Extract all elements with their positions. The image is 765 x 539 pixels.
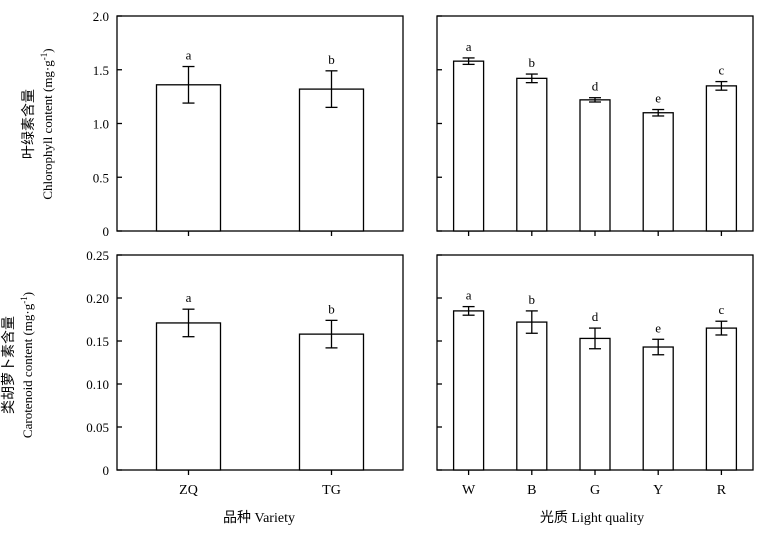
y-tick-label: 0.5 bbox=[93, 170, 109, 185]
chart-panel-top-right: a b d e c bbox=[436, 15, 754, 236]
significance-letter-G: d bbox=[592, 309, 599, 324]
x-tick-label-R: R bbox=[717, 483, 727, 498]
bar-Y bbox=[642, 346, 674, 471]
bar-TG bbox=[298, 333, 365, 471]
y-tick-label: 1.5 bbox=[93, 63, 109, 78]
x-tick-label-B: B bbox=[527, 483, 536, 498]
bar-B bbox=[516, 77, 548, 232]
y-tick-label: 0.20 bbox=[86, 291, 109, 306]
y-tick-label: 0 bbox=[103, 224, 110, 239]
significance-letter-TG: b bbox=[328, 52, 335, 67]
ylabel-top-en: Chlorophyll content (mg·g-1) bbox=[39, 48, 55, 199]
bar-R bbox=[705, 85, 738, 232]
significance-letter-R: c bbox=[719, 302, 725, 317]
significance-letter-TG: b bbox=[328, 301, 335, 316]
y-tick-label: 0.25 bbox=[86, 248, 109, 263]
panel-frame bbox=[116, 254, 404, 471]
significance-letter-W: a bbox=[466, 39, 472, 54]
significance-letter-ZQ: a bbox=[186, 48, 192, 63]
y-tick-label: 0.15 bbox=[86, 334, 109, 349]
xlabel-light-quality: 光质 Light quality bbox=[540, 510, 644, 526]
x-tick-label-G: G bbox=[590, 483, 600, 498]
y-tick-label: 1.0 bbox=[93, 117, 109, 132]
bar-G bbox=[579, 337, 611, 471]
significance-letter-R: c bbox=[719, 63, 725, 78]
y-tick-label: 2.0 bbox=[93, 9, 109, 24]
bar-TG bbox=[298, 88, 365, 232]
y-tick-label: 0 bbox=[103, 463, 110, 478]
bar-B bbox=[516, 321, 548, 471]
bar-R bbox=[705, 327, 738, 471]
y-tick-label: 0.05 bbox=[86, 420, 109, 435]
significance-letter-Y: e bbox=[655, 91, 661, 106]
significance-letter-Y: e bbox=[655, 320, 661, 335]
chart-panel-top-left: 0 0.5 1.0 1.5 2.0 a b bbox=[93, 9, 404, 239]
x-tick-label-Y: Y bbox=[653, 483, 663, 498]
significance-letter-B: b bbox=[529, 292, 536, 307]
significance-letter-G: d bbox=[592, 79, 599, 94]
xlabel-variety: 品种 Variety bbox=[223, 510, 295, 526]
chart-panel-bottom-left: 0 0.05 0.10 0.15 0.20 0.25 a ZQ b TG bbox=[86, 248, 404, 498]
bar-ZQ bbox=[155, 84, 222, 232]
significance-letter-ZQ: a bbox=[186, 290, 192, 305]
ylabel-bottom-en: Carotenoid content (mg·g-1) bbox=[19, 292, 35, 438]
chart-panel-bottom-right: a Wb Bd Ge Yc R bbox=[436, 254, 754, 498]
x-tick-label-ZQ: ZQ bbox=[179, 483, 198, 498]
bar-W bbox=[452, 60, 485, 232]
bar-ZQ bbox=[155, 322, 222, 471]
significance-letter-B: b bbox=[529, 55, 536, 70]
bar-Y bbox=[642, 112, 674, 232]
bar-G bbox=[579, 99, 611, 232]
bar-W bbox=[452, 310, 485, 471]
ylabel-bottom-cn: 类胡萝卜素含量 bbox=[1, 316, 17, 414]
y-tick-label: 0.10 bbox=[86, 377, 109, 392]
significance-letter-W: a bbox=[466, 288, 472, 303]
x-tick-label-W: W bbox=[462, 483, 476, 498]
x-tick-label-TG: TG bbox=[322, 483, 341, 498]
ylabel-top-cn: 叶绿素含量 bbox=[21, 89, 37, 159]
chart-panels: 0 0.5 1.0 1.5 2.0 a b a b d e c 0 0.05 0.10 0.15 0.20 0.2… bbox=[86, 9, 754, 498]
